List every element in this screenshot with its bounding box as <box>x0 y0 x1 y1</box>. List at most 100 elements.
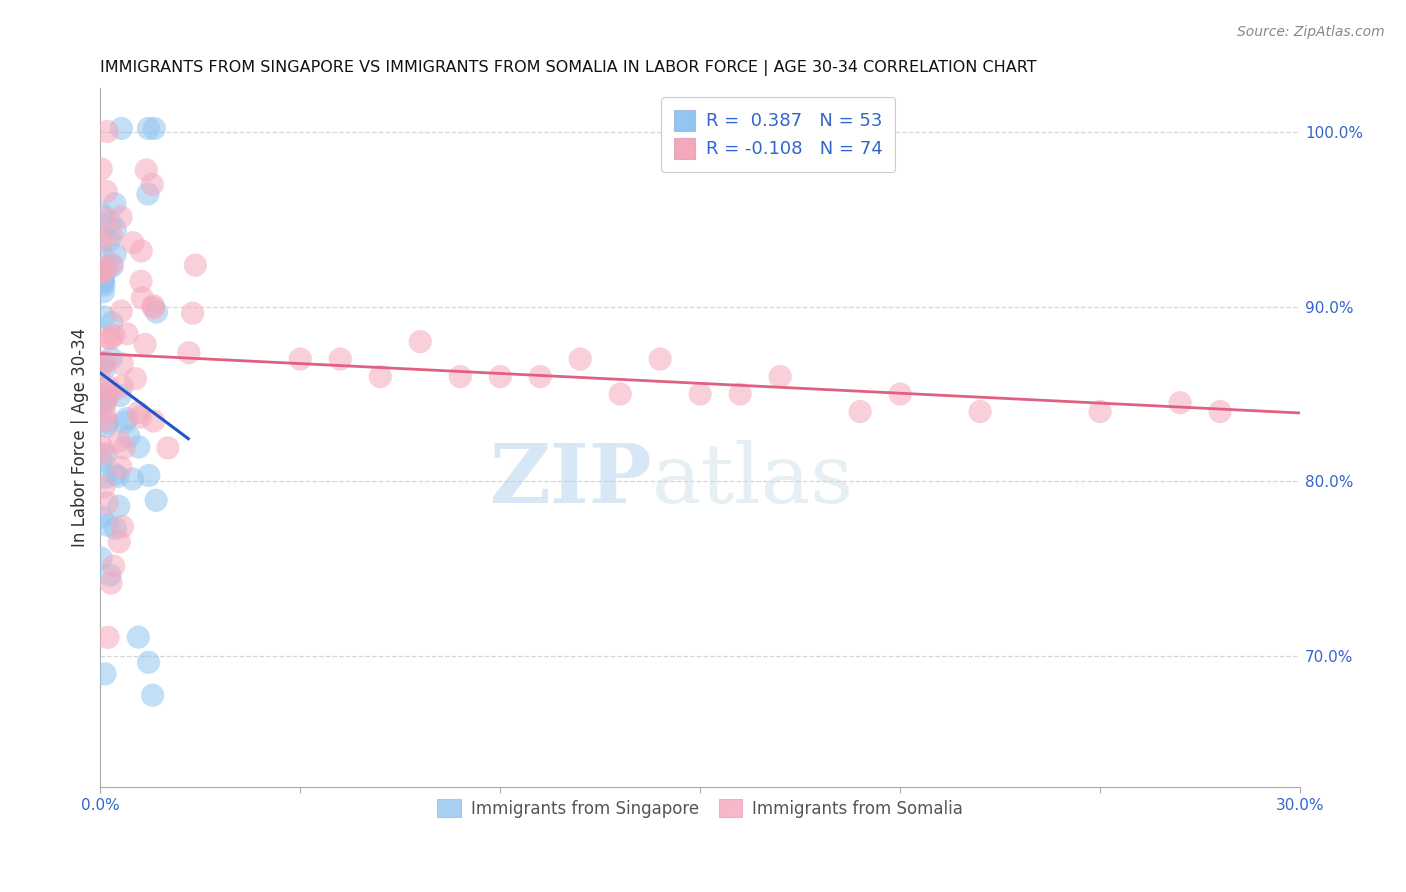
Point <box>97 518 120 533</box>
Point <box>118 429 141 443</box>
Point <box>94 407 117 421</box>
Point <box>969 404 991 418</box>
Point <box>127 405 149 419</box>
Point <box>93 310 115 324</box>
Text: atlas: atlas <box>652 440 855 520</box>
Point <box>100 331 122 345</box>
Point <box>1088 404 1111 418</box>
Point <box>101 257 124 271</box>
Text: Source: ZipAtlas.com: Source: ZipAtlas.com <box>1237 25 1385 39</box>
Point <box>90 266 112 280</box>
Point <box>94 260 117 274</box>
Point <box>110 304 132 318</box>
Point <box>98 387 121 401</box>
Point <box>529 369 551 384</box>
Point <box>489 369 512 384</box>
Point <box>91 380 114 394</box>
Point <box>101 259 124 273</box>
Point <box>131 291 153 305</box>
Point <box>97 331 120 345</box>
Point <box>100 576 122 591</box>
Point <box>96 419 118 434</box>
Point <box>104 521 127 535</box>
Point <box>127 630 149 644</box>
Point <box>90 509 112 524</box>
Point <box>93 278 115 293</box>
Point <box>290 352 312 367</box>
Point <box>110 121 132 136</box>
Point <box>108 434 131 449</box>
Point <box>93 211 115 225</box>
Point <box>112 441 135 455</box>
Point <box>124 372 146 386</box>
Point <box>409 334 432 349</box>
Point <box>98 385 121 400</box>
Point <box>111 379 134 393</box>
Point <box>181 306 204 320</box>
Point <box>145 493 167 508</box>
Point <box>368 369 391 384</box>
Point <box>138 468 160 483</box>
Point <box>128 440 150 454</box>
Point <box>177 345 200 359</box>
Point <box>94 414 117 428</box>
Point <box>96 496 118 510</box>
Point <box>135 163 157 178</box>
Point <box>889 387 911 401</box>
Point <box>90 234 112 248</box>
Point <box>184 258 207 272</box>
Point <box>141 178 163 192</box>
Point <box>111 357 134 371</box>
Point <box>94 448 117 462</box>
Point <box>122 235 145 250</box>
Text: IMMIGRANTS FROM SINGAPORE VS IMMIGRANTS FROM SOMALIA IN LABOR FORCE | AGE 30-34 : IMMIGRANTS FROM SINGAPORE VS IMMIGRANTS … <box>100 60 1038 76</box>
Point <box>103 328 125 343</box>
Point <box>110 210 132 224</box>
Point <box>156 441 179 455</box>
Point <box>93 285 115 299</box>
Point <box>98 215 121 229</box>
Point <box>104 467 127 482</box>
Point <box>97 630 120 644</box>
Point <box>90 453 112 467</box>
Point <box>94 393 117 408</box>
Point <box>91 355 114 369</box>
Point <box>145 305 167 319</box>
Point <box>129 244 152 258</box>
Point <box>143 121 166 136</box>
Point <box>91 275 114 289</box>
Point <box>111 519 134 533</box>
Point <box>90 207 112 221</box>
Point <box>849 404 872 418</box>
Point <box>90 162 112 177</box>
Point <box>134 337 156 351</box>
Point <box>94 355 117 369</box>
Text: ZIP: ZIP <box>489 440 652 520</box>
Point <box>97 416 120 430</box>
Point <box>114 415 136 429</box>
Point <box>107 469 129 483</box>
Point <box>104 222 127 236</box>
Point <box>108 388 131 402</box>
Point <box>142 688 165 702</box>
Point <box>110 460 132 475</box>
Point <box>93 273 115 287</box>
Point <box>121 472 143 486</box>
Point <box>98 568 121 582</box>
Point <box>90 398 112 412</box>
Point <box>100 351 122 366</box>
Point <box>569 352 592 367</box>
Point <box>769 369 792 384</box>
Point <box>91 250 114 264</box>
Point <box>449 369 471 384</box>
Point <box>115 326 138 341</box>
Point <box>90 551 112 566</box>
Point <box>728 387 751 401</box>
Point <box>115 411 138 425</box>
Point <box>90 266 112 280</box>
Point <box>93 361 115 376</box>
Point <box>329 352 352 367</box>
Point <box>90 439 112 453</box>
Y-axis label: In Labor Force | Age 30-34: In Labor Force | Age 30-34 <box>72 328 89 548</box>
Point <box>138 121 160 136</box>
